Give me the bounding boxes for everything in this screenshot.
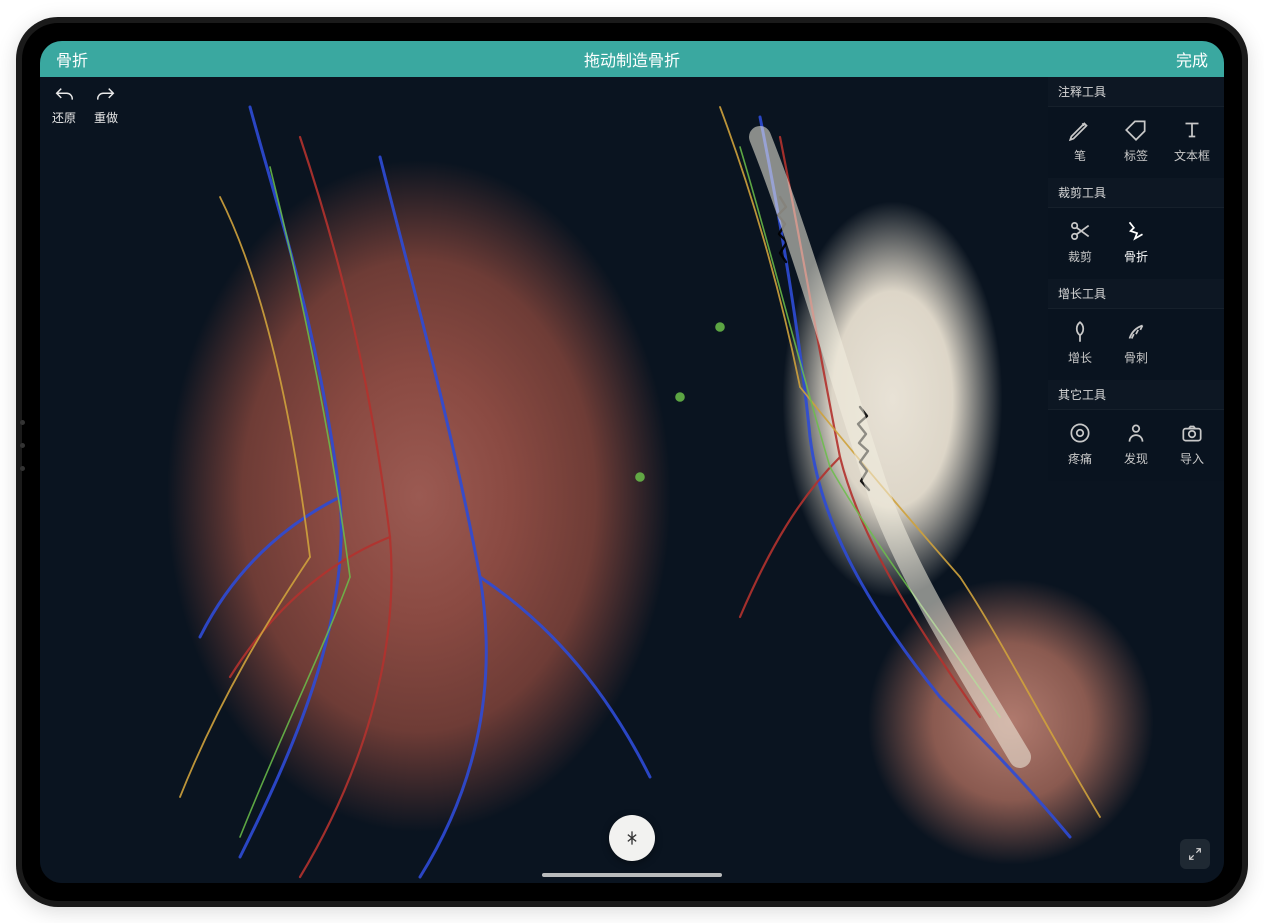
tool-fracture-label: 骨折	[1124, 248, 1148, 265]
fracture-icon	[1123, 218, 1149, 244]
top-bar: 骨折 拖动制造骨折 完成	[40, 41, 1224, 77]
ipad-frame: 骨折 拖动制造骨折 完成	[16, 17, 1248, 907]
redo-button[interactable]: 重做	[94, 85, 118, 126]
tag-icon	[1123, 117, 1149, 143]
expand-button[interactable]	[1180, 839, 1210, 869]
done-button[interactable]: 完成	[1176, 47, 1208, 71]
center-symmetry-button[interactable]	[609, 815, 655, 861]
expand-icon	[1187, 846, 1203, 862]
redo-label: 重做	[94, 109, 118, 126]
tool-pain[interactable]: 疼痛	[1052, 416, 1108, 471]
home-indicator	[542, 873, 722, 877]
growth-icon	[1067, 319, 1093, 345]
section-annotate-row: 笔 标签 文本框	[1048, 107, 1224, 178]
vessel-overlay	[40, 77, 1224, 883]
canvas-3d-view[interactable]	[40, 77, 1224, 883]
undo-icon	[53, 85, 75, 107]
app-screen: 骨折 拖动制造骨折 完成	[40, 41, 1224, 883]
tool-import-label: 导入	[1180, 450, 1204, 467]
section-cut-row: 裁剪 骨折	[1048, 208, 1224, 279]
undo-label: 还原	[52, 109, 76, 126]
tool-bonespur-label: 骨刺	[1124, 349, 1148, 366]
section-annotate-title: 注释工具	[1048, 77, 1224, 107]
section-growth-title: 增长工具	[1048, 279, 1224, 309]
tool-pen[interactable]: 笔	[1052, 113, 1108, 168]
tool-pain-label: 疼痛	[1068, 450, 1092, 467]
tool-tag[interactable]: 标签	[1108, 113, 1164, 168]
scissors-icon	[1067, 218, 1093, 244]
tool-import[interactable]: 导入	[1164, 416, 1220, 471]
bonespur-icon	[1123, 319, 1149, 345]
tool-cut[interactable]: 裁剪	[1052, 214, 1108, 269]
tool-textbox-label: 文本框	[1174, 147, 1210, 164]
tool-growth-label: 增长	[1068, 349, 1092, 366]
tool-discover[interactable]: 发现	[1108, 416, 1164, 471]
undo-button[interactable]: 还原	[52, 85, 76, 126]
section-growth-row: 增长 骨刺	[1048, 309, 1224, 380]
tool-textbox[interactable]: 文本框	[1164, 113, 1220, 168]
pen-icon	[1067, 117, 1093, 143]
tool-panel: 注释工具 笔 标签 文本框 裁剪工具 裁剪	[1048, 77, 1224, 481]
tool-growth[interactable]: 增长	[1052, 315, 1108, 370]
section-other-title: 其它工具	[1048, 380, 1224, 410]
redo-icon	[95, 85, 117, 107]
undo-redo-group: 还原 重做	[52, 85, 118, 126]
camera-icon	[1179, 420, 1205, 446]
section-other-row: 疼痛 发现 导入	[1048, 410, 1224, 481]
tool-cut-label: 裁剪	[1068, 248, 1092, 265]
tool-discover-label: 发现	[1124, 450, 1148, 467]
symmetry-icon	[622, 828, 642, 848]
mode-label[interactable]: 骨折	[56, 47, 88, 71]
pain-icon	[1067, 420, 1093, 446]
tool-fracture[interactable]: 骨折	[1108, 214, 1164, 269]
section-cut-title: 裁剪工具	[1048, 178, 1224, 208]
ipad-sensors	[20, 402, 26, 522]
tool-tag-label: 标签	[1124, 147, 1148, 164]
discover-icon	[1123, 420, 1149, 446]
instruction-label: 拖动制造骨折	[584, 47, 680, 71]
textbox-icon	[1179, 117, 1205, 143]
tool-pen-label: 笔	[1074, 147, 1086, 164]
tool-bonespur[interactable]: 骨刺	[1108, 315, 1164, 370]
